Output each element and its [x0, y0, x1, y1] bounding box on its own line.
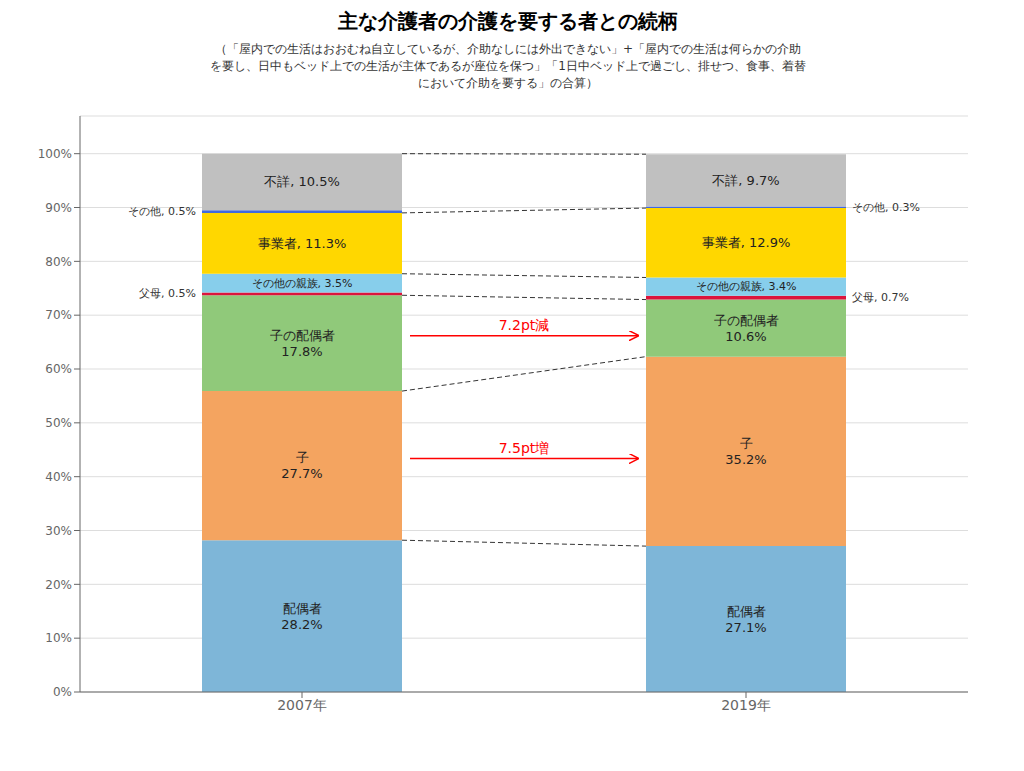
svg-text:10%: 10%: [45, 631, 72, 645]
svg-text:7.5pt増: 7.5pt増: [499, 440, 550, 456]
svg-text:50%: 50%: [45, 416, 72, 430]
svg-text:80%: 80%: [45, 255, 72, 269]
svg-text:不詳, 10.5%: 不詳, 10.5%: [264, 174, 340, 189]
svg-text:その他の親族, 3.5%: その他の親族, 3.5%: [252, 277, 353, 290]
svg-text:子の配偶者17.8%: 子の配偶者17.8%: [270, 328, 335, 359]
svg-text:その他, 0.3%: その他, 0.3%: [852, 201, 920, 214]
svg-text:2019年: 2019年: [721, 697, 771, 713]
svg-text:70%: 70%: [45, 308, 72, 322]
svg-text:90%: 90%: [45, 201, 72, 215]
html-text:を要し、日中もベッド上での生活が主体であるが座位を保つ」「1: を要し、日中もベッド上での生活が主体であるが座位を保つ」「1日中ベッド上で過ごし…: [210, 59, 806, 73]
svg-text:子の配偶者10.6%: 子の配偶者10.6%: [714, 313, 779, 344]
svg-text:100%: 100%: [38, 147, 72, 161]
svg-text:30%: 30%: [45, 524, 72, 538]
svg-text:父母, 0.7%: 父母, 0.7%: [852, 291, 909, 304]
svg-text:配偶者28.2%: 配偶者28.2%: [281, 601, 322, 632]
svg-text:子27.7%: 子27.7%: [281, 450, 322, 481]
svg-text:その他の親族, 3.4%: その他の親族, 3.4%: [696, 280, 797, 293]
html-text:（「屋内での生活はおおむね自立しているが、介助なしには外出で: （「屋内での生活はおおむね自立しているが、介助なしには外出できない」+「屋内での…: [215, 42, 801, 56]
svg-text:事業者, 11.3%: 事業者, 11.3%: [258, 236, 347, 251]
svg-text:7.2pt減: 7.2pt減: [499, 317, 550, 333]
svg-text:事業者, 12.9%: 事業者, 12.9%: [702, 235, 791, 250]
html-text:主な介護者の介護を要する者との続柄: 主な介護者の介護を要する者との続柄: [338, 9, 678, 33]
svg-text:2007年: 2007年: [277, 697, 327, 713]
svg-text:40%: 40%: [45, 470, 72, 484]
svg-text:子35.2%: 子35.2%: [725, 436, 766, 467]
svg-text:配偶者27.1%: 配偶者27.1%: [725, 604, 766, 635]
svg-text:父母, 0.5%: 父母, 0.5%: [139, 287, 196, 300]
svg-text:20%: 20%: [45, 578, 72, 592]
html-text:において介助を要する」の合算）: において介助を要する」の合算）: [418, 76, 598, 90]
svg-text:不詳, 9.7%: 不詳, 9.7%: [712, 173, 779, 188]
svg-text:0%: 0%: [53, 685, 72, 699]
svg-text:その他, 0.5%: その他, 0.5%: [128, 205, 196, 218]
svg-text:60%: 60%: [45, 362, 72, 376]
